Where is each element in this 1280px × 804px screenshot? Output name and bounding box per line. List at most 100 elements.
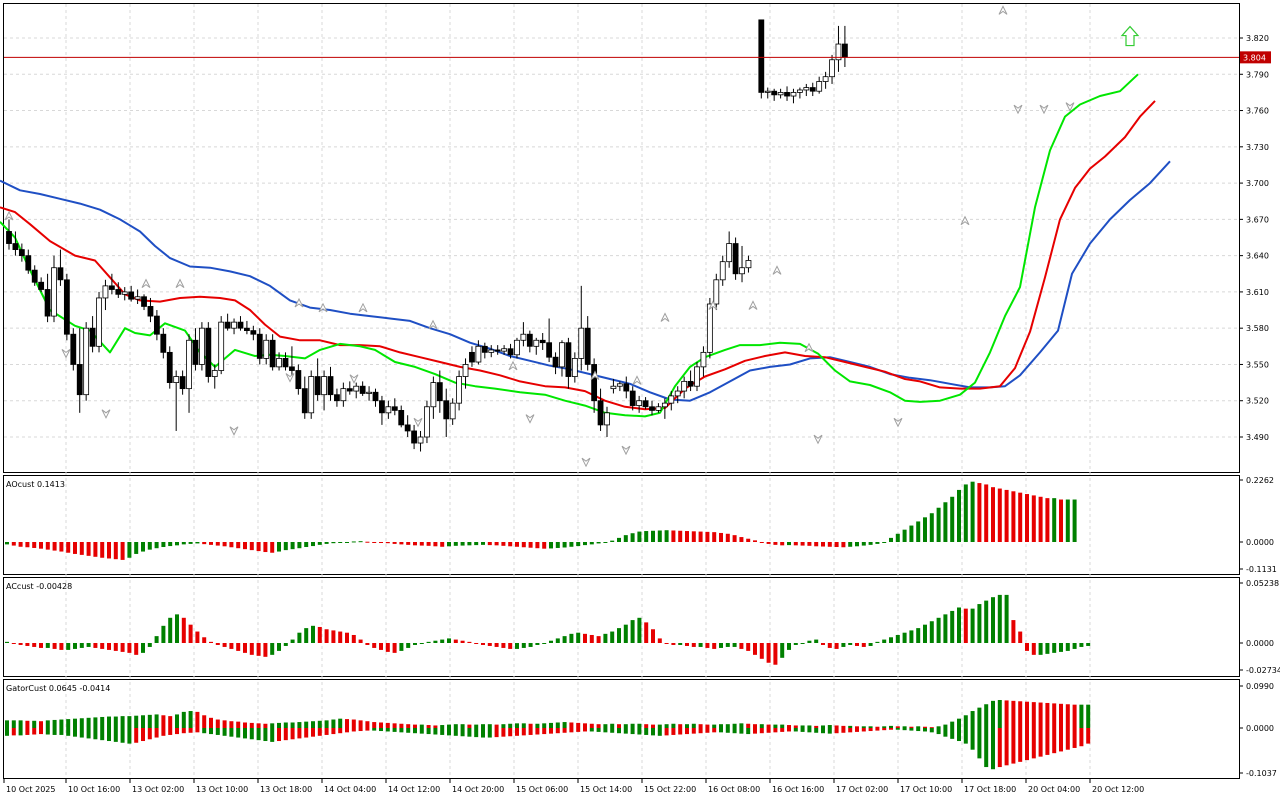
bar-down	[433, 542, 438, 547]
gator-indicator-panel[interactable]	[5, 700, 1091, 770]
bar-up	[127, 542, 132, 558]
gator-upper-bar-up	[508, 723, 513, 728]
bar-up	[447, 638, 451, 643]
gator-lower-bar-up	[413, 728, 417, 734]
bar-down	[406, 542, 411, 545]
gator-lower-bar-down	[161, 728, 166, 736]
bullish-candle	[430, 382, 437, 408]
x-tick-label: 17 Oct 10:00	[900, 785, 952, 794]
fractal-up-marker	[4, 210, 14, 221]
bar-down	[52, 542, 57, 551]
gator-lower-bar-down	[868, 728, 873, 732]
bar-up	[923, 517, 927, 542]
bar-up	[807, 640, 812, 643]
ac-indicator-panel[interactable]	[5, 594, 1091, 665]
gator-upper-bar-up	[175, 714, 179, 728]
bar-up	[576, 542, 581, 547]
bar-up	[698, 643, 703, 647]
x-tick-label: 15 Oct 06:00	[516, 785, 568, 794]
ao-indicator-panel[interactable]	[5, 481, 1077, 560]
bar-down	[263, 643, 268, 657]
gator-lower-bar-up	[447, 728, 451, 736]
bar-down	[780, 542, 785, 546]
gator-upper-bar-down	[841, 725, 846, 728]
bar-up	[569, 542, 574, 547]
bar-up	[963, 484, 968, 542]
bar-up	[426, 641, 431, 643]
gator-lower-bar-up	[481, 728, 485, 738]
bearish-candle	[301, 388, 308, 414]
bar-up	[399, 643, 404, 651]
gator-upper-bar-down	[215, 719, 220, 728]
gator-lower-bar-up	[487, 728, 492, 738]
gator-upper-bar-down	[236, 721, 241, 728]
bar-down	[644, 622, 649, 643]
bar-up	[474, 542, 479, 546]
gator-lower-bar-down	[787, 728, 791, 732]
gator-lower-bar-up	[406, 728, 411, 733]
gator-lower-bar-up	[270, 728, 275, 742]
gator-upper-bar-up	[637, 723, 642, 728]
gator-lower-bar-down	[1038, 728, 1043, 757]
y-tick-label: 3.730	[1246, 143, 1269, 152]
bar-down	[73, 542, 77, 554]
bar-up	[664, 530, 669, 542]
x-tick-label: 14 Oct 04:00	[324, 785, 376, 794]
bullish-candle	[533, 339, 540, 347]
bar-down	[589, 634, 594, 643]
bar-down	[1031, 643, 1036, 655]
y-tick-label: 3.640	[1246, 252, 1269, 261]
gator-lower-bar-down	[358, 728, 363, 732]
gator-lower-bar-down	[555, 728, 560, 734]
bar-up	[596, 542, 601, 544]
bar-up	[617, 537, 621, 542]
bar-up	[644, 531, 649, 542]
bar-up	[304, 628, 309, 643]
gator-lower-bar-down	[1065, 728, 1070, 750]
gator-upper-bar-up	[997, 700, 1002, 728]
bar-up	[630, 533, 635, 542]
y-tick-label: 3.490	[1246, 433, 1269, 442]
gator-lower-bar-down	[501, 728, 506, 737]
gator-lower-bar-down	[1072, 728, 1077, 748]
bar-down	[800, 542, 805, 546]
bar-down	[236, 542, 241, 549]
bar-down	[814, 542, 819, 547]
x-tick-label: 20 Oct 12:00	[1092, 785, 1144, 794]
gator-upper-bar-down	[345, 719, 349, 728]
bearish-candle	[44, 289, 51, 317]
bar-down	[392, 542, 397, 544]
bar-down	[385, 542, 390, 544]
gator-upper-bar-down	[528, 723, 533, 728]
main-price-panel[interactable]	[0, 5, 1239, 468]
gator-upper-bar-down	[834, 725, 839, 728]
gator-upper-bar-down	[1038, 702, 1043, 728]
gator-lower-bar-down	[508, 728, 513, 737]
gator-upper-bar-down	[1045, 702, 1050, 728]
gator-upper-bar-up	[283, 722, 288, 728]
bar-up	[929, 621, 934, 643]
gator-lower-bar-up	[202, 728, 207, 734]
fractal-up-marker	[632, 375, 642, 385]
gator-upper-bar-down	[644, 724, 649, 728]
gator-upper-bar-down	[426, 725, 431, 728]
gator-lower-bar-up	[120, 728, 125, 743]
gator-lower-bar-up	[651, 728, 655, 736]
bar-up	[603, 633, 608, 643]
bearish-candle	[63, 279, 70, 335]
bar-down	[440, 542, 445, 547]
fractal-down-marker	[893, 417, 903, 428]
bearish-candle	[784, 92, 790, 97]
bar-down	[113, 643, 118, 651]
ac-panel-title: ACcust -0.00428	[6, 582, 72, 591]
bar-up	[793, 643, 798, 645]
bullish-candle	[51, 267, 57, 317]
gator-lower-bar-up	[957, 728, 961, 742]
y-tick-label: 3.520	[1246, 397, 1269, 406]
bearish-candle	[649, 406, 655, 411]
gator-upper-bar-up	[45, 720, 50, 728]
bar-up	[889, 637, 893, 643]
bearish-candle	[282, 358, 289, 368]
